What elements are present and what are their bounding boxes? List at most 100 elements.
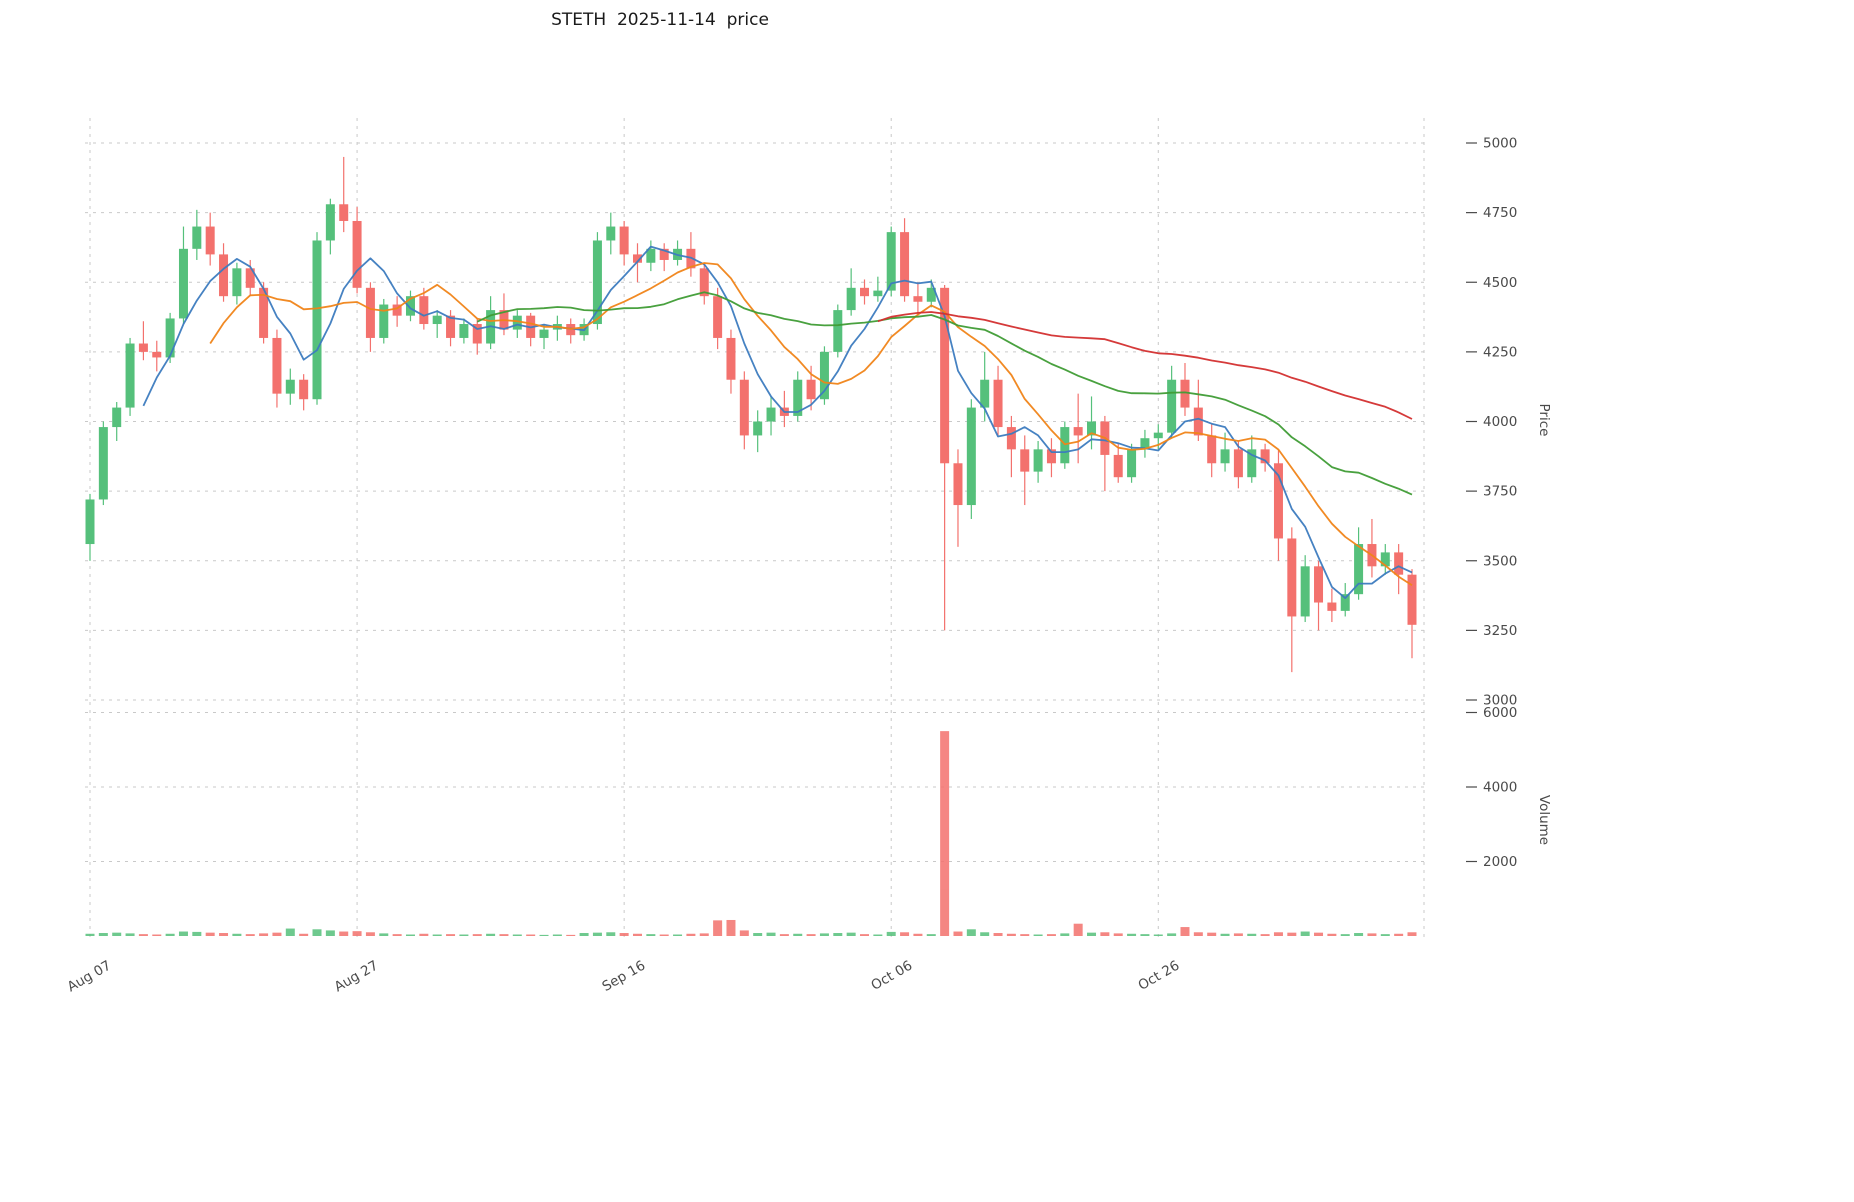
volume-bar: [1394, 933, 1404, 936]
volume-bar: [459, 934, 469, 936]
volume-bar: [1140, 934, 1150, 936]
volume-bars: [85, 731, 1417, 936]
candle-body: [1380, 552, 1390, 567]
candle-body: [138, 343, 148, 352]
candle-body: [192, 226, 202, 249]
volume-bar: [472, 934, 482, 936]
date-tick-label: Sep 16: [600, 958, 649, 995]
candle-body: [1220, 449, 1230, 464]
volume-bar: [1073, 923, 1083, 936]
volume-bar: [606, 932, 616, 936]
candle-body: [1407, 574, 1417, 625]
candle-body: [1287, 538, 1297, 617]
candle-body: [592, 240, 602, 325]
volume-bar: [245, 934, 255, 936]
volume-bar: [1180, 927, 1190, 936]
volume-bar: [699, 933, 709, 936]
volume-bar: [526, 934, 536, 936]
volume-bar: [1367, 933, 1377, 936]
volume-bar: [312, 929, 322, 936]
candle-body: [833, 310, 843, 352]
candle-body: [1153, 432, 1163, 439]
volume-bar: [1167, 933, 1177, 936]
price-tick-label: 5000: [1483, 136, 1517, 152]
volume-bar: [1193, 932, 1203, 936]
volume-bar: [486, 933, 496, 936]
volume-axis-label: Volume: [1536, 794, 1552, 846]
volume-bar: [819, 933, 829, 936]
price-tick-label: 3250: [1483, 623, 1517, 639]
candle-body: [753, 421, 763, 436]
candle-body: [98, 427, 108, 500]
volume-bar: [138, 934, 148, 936]
volume-bar: [1060, 933, 1070, 936]
volume-bar: [779, 934, 789, 936]
volume-bar: [1113, 933, 1123, 936]
price-tick-label: 4500: [1483, 275, 1517, 291]
volume-bar: [432, 934, 442, 936]
candle-body: [1020, 449, 1030, 472]
volume-bar: [219, 933, 229, 936]
candle-body: [886, 232, 896, 291]
candle-body: [419, 296, 429, 325]
candle-body: [646, 248, 656, 263]
candle-body: [1167, 379, 1177, 433]
price-tick-label: 3500: [1483, 553, 1517, 569]
candle-body: [1113, 454, 1123, 478]
volume-bar: [272, 932, 282, 936]
candle-body: [1247, 449, 1257, 478]
volume-bar: [833, 933, 843, 936]
volume-bar: [566, 934, 576, 936]
candle-body: [446, 315, 456, 338]
volume-bar: [953, 931, 963, 936]
volume-bar: [659, 934, 669, 936]
volume-bar: [405, 934, 415, 936]
candle-body: [739, 379, 749, 436]
volume-bar: [900, 932, 910, 936]
volume-bar: [579, 933, 589, 936]
candle-body: [219, 254, 229, 297]
volume-bar: [125, 933, 135, 936]
candle-body: [245, 268, 255, 288]
price-tick-label: 3000: [1483, 693, 1517, 709]
candle-body: [1273, 463, 1283, 539]
volume-bar: [860, 934, 870, 936]
candle-body: [339, 204, 349, 221]
volume-bar: [1273, 932, 1283, 936]
gridlines: [85, 118, 1425, 940]
candle-body: [1180, 379, 1190, 408]
volume-tick-label: 2000: [1483, 854, 1517, 870]
candle-body: [980, 379, 990, 408]
volume-bar: [926, 934, 936, 936]
candle-body: [793, 379, 803, 416]
candle-body: [178, 248, 188, 319]
date-tick-label: Oct 26: [1135, 958, 1182, 994]
candle-body: [1394, 552, 1404, 575]
candle-body: [205, 226, 215, 255]
candle-body: [259, 287, 269, 338]
volume-bar: [632, 933, 642, 936]
candle-body: [726, 337, 736, 380]
candle-body: [85, 499, 95, 545]
volume-bar: [1327, 933, 1337, 936]
volume-bar: [1354, 933, 1364, 936]
volume-bar: [325, 930, 335, 936]
volume-bar: [352, 931, 362, 936]
volume-bar: [1314, 932, 1324, 936]
candle-body: [459, 324, 469, 338]
volume-bar: [1127, 933, 1137, 936]
volume-bar: [1087, 932, 1097, 936]
volume-bar: [1380, 934, 1390, 936]
volume-bar: [980, 932, 990, 936]
volume-bar: [365, 932, 375, 936]
candle-body: [512, 315, 522, 330]
candle-body: [926, 287, 936, 302]
price-tick-label: 4000: [1483, 414, 1517, 430]
volume-bar: [112, 932, 122, 936]
candle-body: [713, 296, 723, 338]
volume-bar: [993, 933, 1003, 936]
candle-body: [699, 268, 709, 297]
candle-body: [1314, 566, 1324, 603]
candle-body: [432, 315, 442, 325]
